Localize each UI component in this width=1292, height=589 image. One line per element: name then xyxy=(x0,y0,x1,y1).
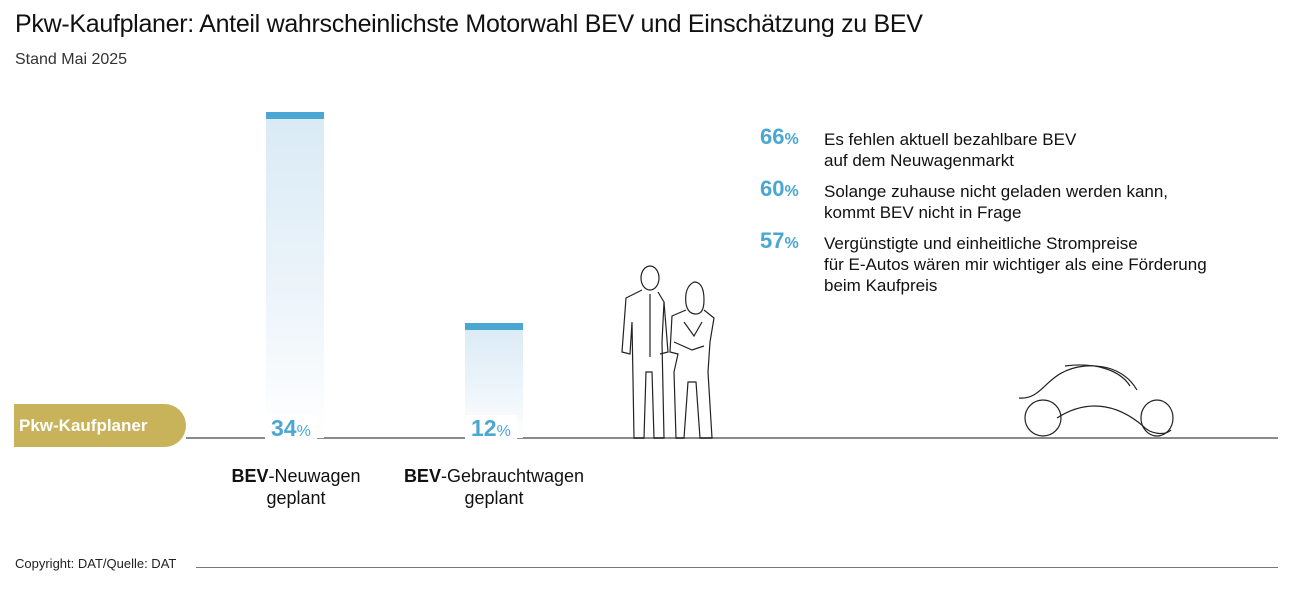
category-rest: -Gebrauchtwagen xyxy=(440,466,585,486)
page-subtitle: Stand Mai 2025 xyxy=(15,51,128,68)
category-bold: BEV xyxy=(231,466,269,486)
bar-bev-neuwagen xyxy=(266,111,324,438)
bar-cap xyxy=(465,322,523,330)
group-label: Pkw-Kaufplaner xyxy=(19,416,148,435)
category-bold: BEV xyxy=(403,466,441,486)
copyright: Copyright: DAT/Quelle: DAT xyxy=(15,556,177,571)
category-label-neuwagen: BEV-Neuwagen geplant xyxy=(215,465,377,509)
bar-cap xyxy=(266,111,324,119)
value-unit: % xyxy=(296,423,311,440)
category-label-gebrauchtwagen: BEV-Gebrauchtwagen geplant xyxy=(394,465,594,509)
statement-pct: 60% xyxy=(760,176,799,201)
value-label-neuwagen: 34% xyxy=(265,415,317,442)
baseline xyxy=(186,437,1278,439)
category-line2: geplant xyxy=(266,488,326,508)
people-illustration-icon xyxy=(621,265,715,439)
statement-text: Solange zuhause nicht geladen werden kan… xyxy=(824,182,1169,222)
value-unit: % xyxy=(496,423,511,440)
statement-text: Es fehlen aktuell bezahlbare BEV auf dem … xyxy=(824,130,1077,170)
value-label-gebrauchtwagen: 12% xyxy=(465,415,517,442)
group-label-pill: Pkw-Kaufplaner xyxy=(14,404,186,447)
page-title: Pkw-Kaufplaner: Anteil wahrscheinlichste… xyxy=(15,10,923,38)
category-line2: geplant xyxy=(464,488,524,508)
footer-divider xyxy=(196,567,1278,568)
value-number: 12 xyxy=(471,415,497,441)
value-number: 34 xyxy=(271,415,297,441)
car-illustration-icon xyxy=(1018,364,1174,437)
statement-pct: 66% xyxy=(760,124,799,149)
category-rest: -Neuwagen xyxy=(268,466,361,486)
statement-pct: 57% xyxy=(760,228,799,253)
statement-text: Vergünstigte und einheitliche Strompreis… xyxy=(824,234,1207,295)
